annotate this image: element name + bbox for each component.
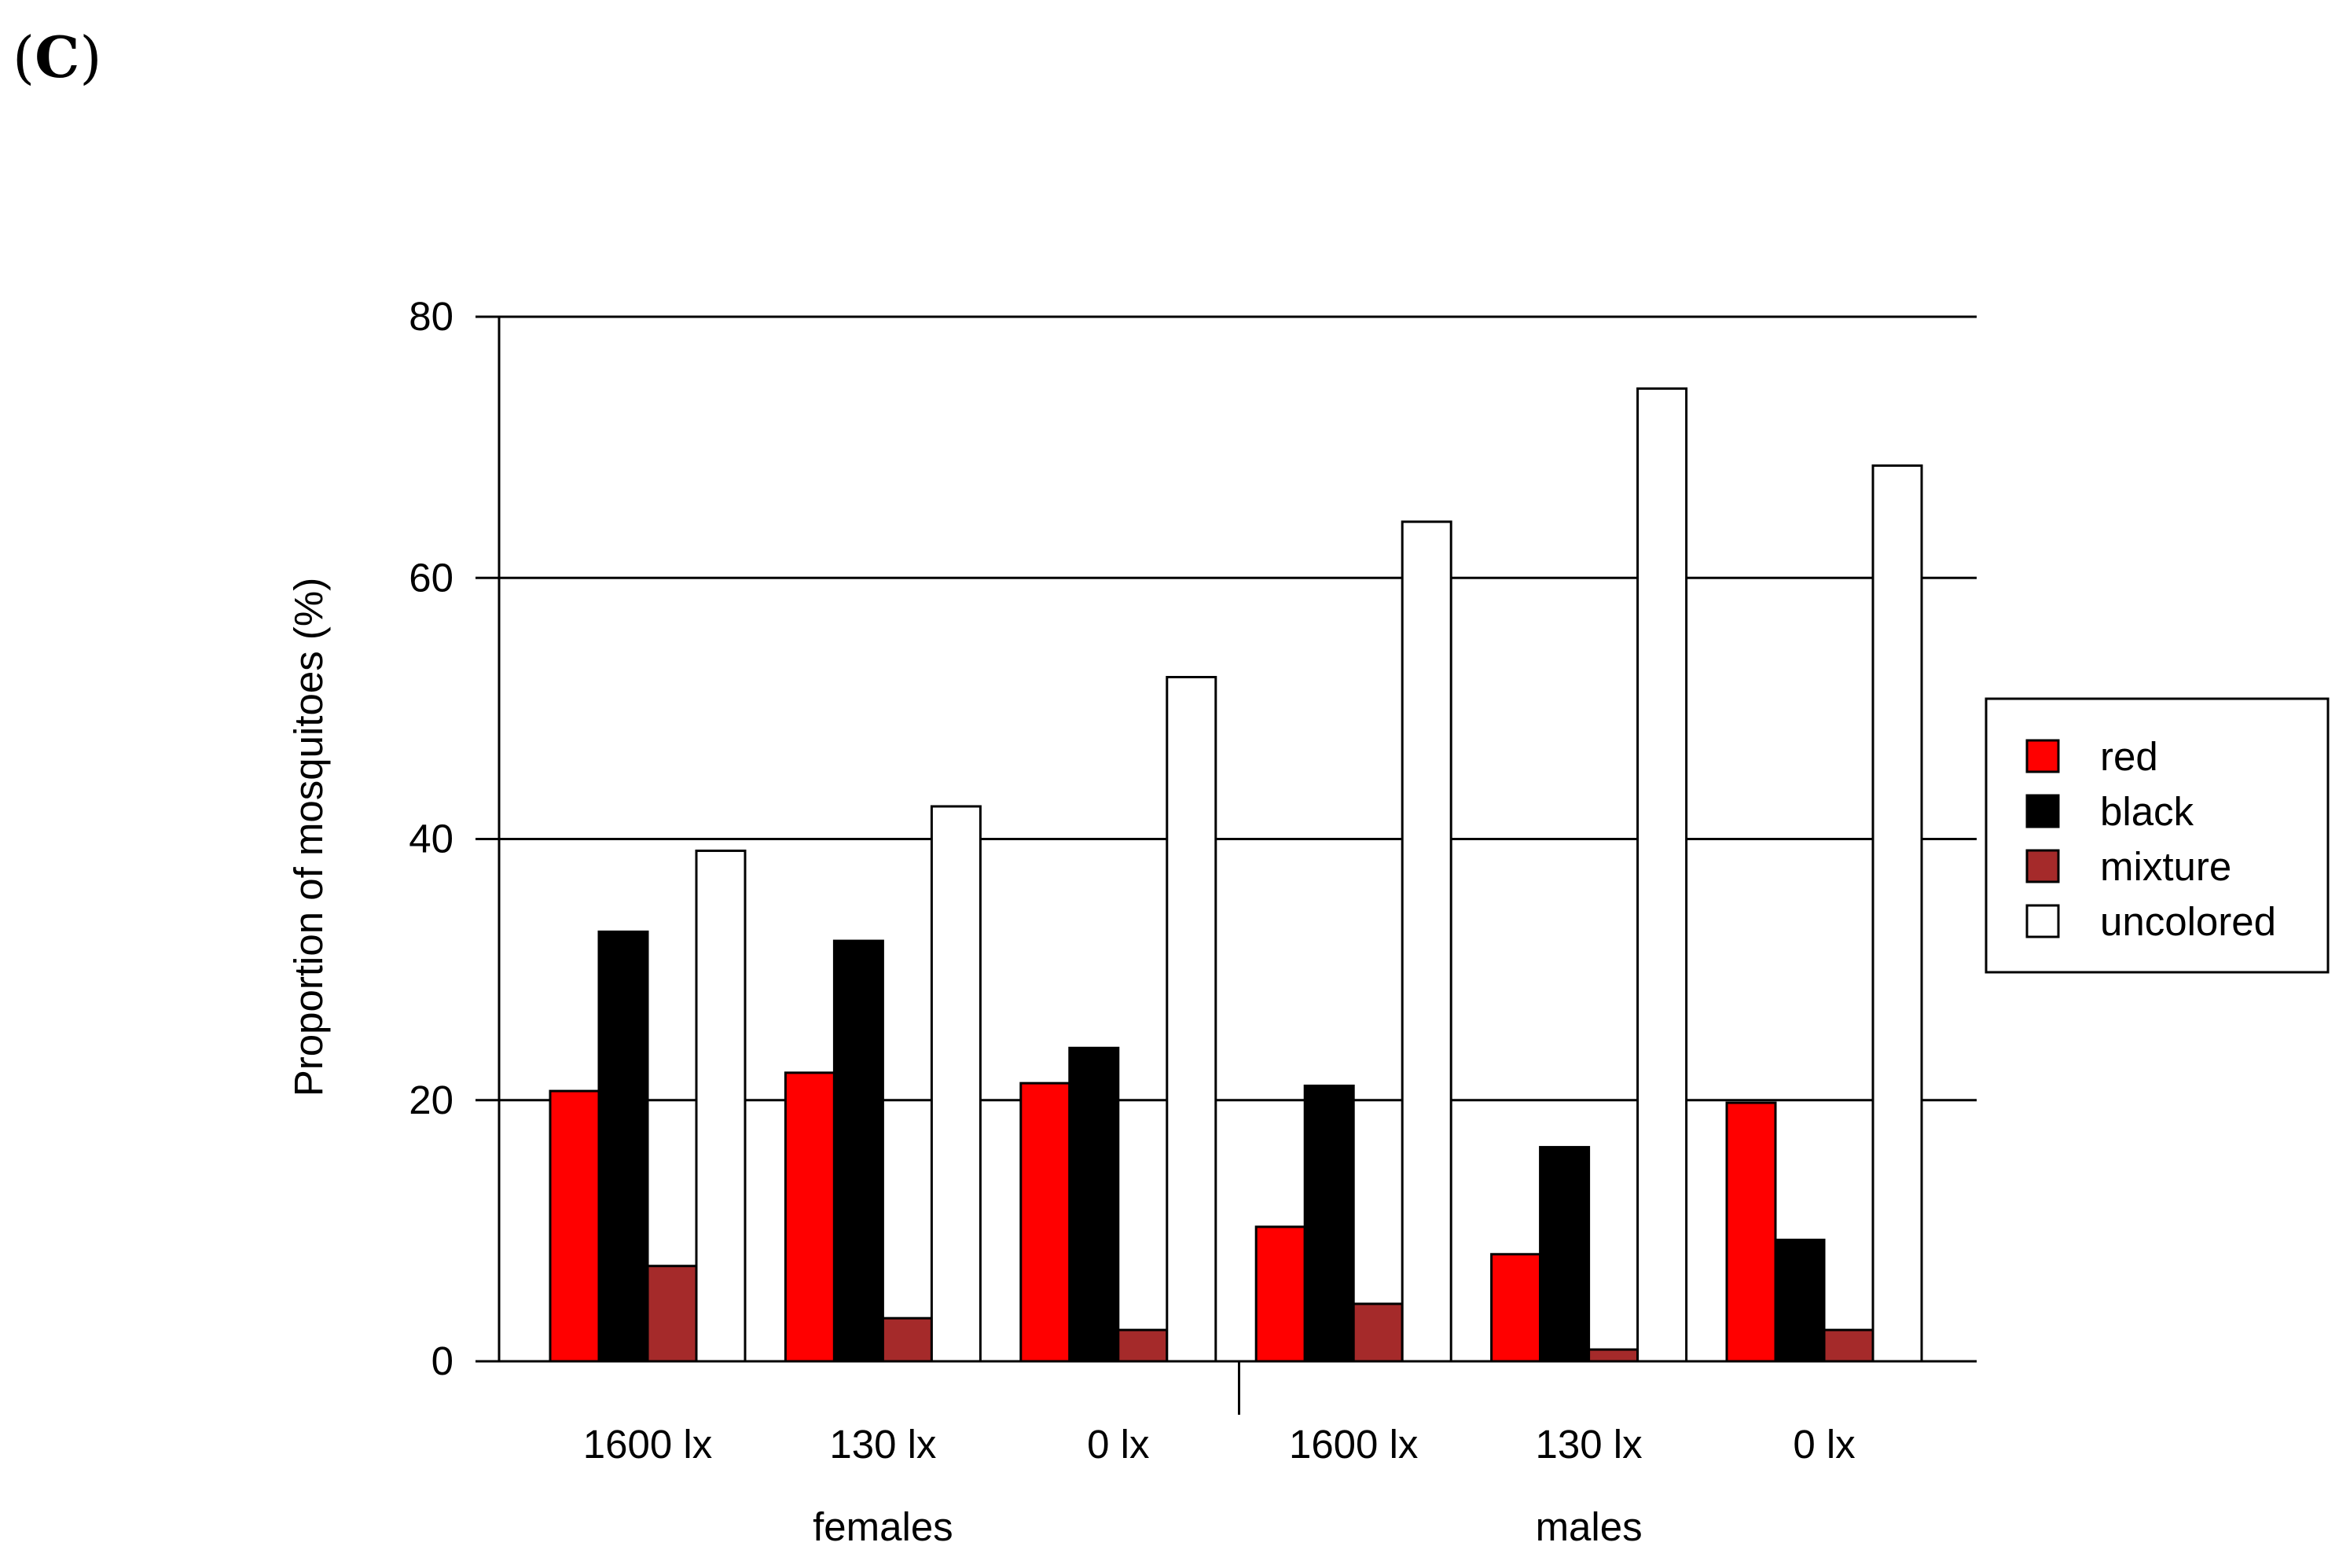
bar-black-3 — [1303, 1084, 1355, 1363]
legend-swatch-mixture — [2025, 849, 2060, 883]
bar-red-4 — [1490, 1253, 1542, 1363]
legend-swatch-uncolored — [2025, 904, 2060, 938]
legend-label-uncolored: uncolored — [2100, 899, 2276, 944]
group-label-females: females — [813, 1504, 953, 1549]
bar-black-4 — [1539, 1146, 1591, 1363]
bar-mixture-0 — [646, 1265, 698, 1363]
bar-uncolored-1 — [930, 805, 982, 1363]
bar-uncolored-0 — [695, 849, 747, 1363]
bar-black-2 — [1068, 1046, 1120, 1363]
bar-uncolored-4 — [1636, 387, 1688, 1363]
legend-label-black: black — [2100, 789, 2194, 834]
bar-black-0 — [597, 930, 649, 1363]
bar-mixture-2 — [1117, 1328, 1169, 1363]
x-tick-label-4: 130 lx — [1536, 1422, 1643, 1467]
legend-swatch-black — [2025, 794, 2060, 828]
bar-mixture-3 — [1352, 1302, 1404, 1363]
y-tick-label-20: 20 — [409, 1078, 453, 1122]
bar-red-5 — [1725, 1101, 1777, 1363]
legend-label-mixture: mixture — [2100, 844, 2231, 889]
y-tick-label-80: 80 — [409, 294, 453, 339]
x-tick-label-1: 130 lx — [829, 1422, 936, 1467]
bar-red-2 — [1019, 1081, 1071, 1363]
x-tick-labels: 1600 lx 130 lx 0 lx 1600 lx 130 lx 0 lx female… — [583, 1422, 1856, 1549]
legend-label-red: red — [2100, 734, 2158, 779]
x-tick-label-5: 0 lx — [1793, 1422, 1855, 1467]
x-tick-label-0: 1600 lx — [583, 1422, 712, 1467]
y-tick-label-40: 40 — [409, 817, 453, 861]
bar-red-0 — [549, 1089, 600, 1363]
y-tick-label-0: 0 — [431, 1338, 453, 1383]
x-tick-label-2: 0 lx — [1087, 1422, 1149, 1467]
bar-uncolored-3 — [1401, 520, 1452, 1363]
bar-black-5 — [1774, 1239, 1826, 1363]
panel-label: (C) — [13, 24, 102, 90]
x-tick-label-3: 1600 lx — [1289, 1422, 1418, 1467]
bar-uncolored-2 — [1166, 676, 1217, 1363]
group-label-males: males — [1536, 1504, 1643, 1549]
bar-mixture-5 — [1823, 1328, 1874, 1363]
bar-mixture-1 — [881, 1316, 933, 1363]
bars — [549, 387, 1923, 1363]
bar-red-3 — [1254, 1225, 1306, 1363]
y-tick-label-60: 60 — [409, 555, 453, 600]
legend-swatch-red — [2025, 739, 2060, 773]
bar-uncolored-5 — [1871, 464, 1923, 1363]
bar-mixture-4 — [1588, 1348, 1639, 1363]
axes: 0 20 40 60 80 — [409, 294, 1240, 1415]
bar-black-1 — [832, 939, 884, 1363]
y-axis-label: Proportion of mosquitoes (%) — [286, 578, 331, 1096]
bar-red-1 — [784, 1071, 835, 1363]
legend: red black mixture uncolored — [1985, 697, 2330, 974]
